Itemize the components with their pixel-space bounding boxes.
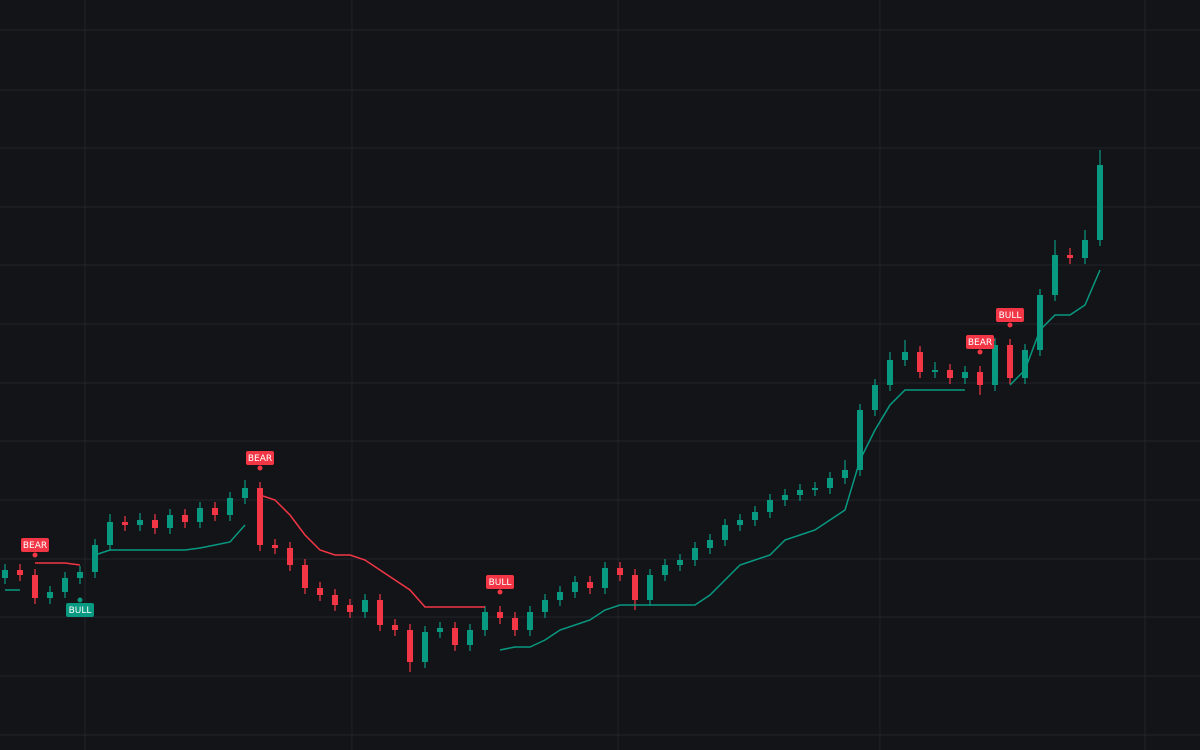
- candle-body: [571, 582, 578, 592]
- signal-label: BULL: [489, 578, 512, 588]
- candle-body: [691, 548, 698, 560]
- candle-body: [886, 360, 893, 385]
- candle-body: [631, 575, 638, 600]
- candle-body: [196, 508, 203, 522]
- candle-body: [1, 570, 8, 578]
- candle-body: [991, 345, 998, 385]
- candle-body: [16, 570, 23, 575]
- candle-body: [241, 488, 248, 498]
- candle-body: [286, 548, 293, 565]
- candle-body: [271, 545, 278, 548]
- candle-body: [1081, 240, 1088, 258]
- signal-label: BULL: [999, 311, 1022, 321]
- candle-body: [826, 478, 833, 488]
- candle-body: [136, 520, 143, 525]
- signal-badge: [245, 451, 274, 465]
- candle-body: [61, 578, 68, 592]
- signal-dot: [32, 552, 38, 558]
- signal-dot: [977, 349, 983, 355]
- candle-body: [496, 612, 503, 618]
- candle-body: [1021, 350, 1028, 378]
- signal-badge: [995, 308, 1024, 322]
- candle-body: [106, 522, 113, 545]
- candle-body: [46, 592, 53, 598]
- candle-body: [466, 630, 473, 645]
- candle-body: [856, 410, 863, 470]
- candle-body: [511, 618, 518, 630]
- signal-dot: [497, 589, 503, 595]
- candle-body: [346, 605, 353, 612]
- candle-body: [751, 512, 758, 520]
- signal-label: BEAR: [23, 541, 47, 551]
- signal-badge: [485, 575, 514, 589]
- candle-body: [706, 540, 713, 548]
- candle-body: [331, 595, 338, 605]
- candle-body: [301, 565, 308, 588]
- candle-body: [931, 370, 938, 372]
- candle-body: [916, 352, 923, 372]
- signal-dot: [1007, 322, 1013, 328]
- candle-body: [901, 352, 908, 360]
- candle-body: [946, 370, 953, 378]
- candle-body: [811, 488, 818, 490]
- candle-body: [841, 470, 848, 478]
- candle-body: [121, 522, 128, 525]
- candle-body: [721, 525, 728, 540]
- signal-label: BEAR: [968, 338, 992, 348]
- candle-body: [31, 575, 38, 598]
- candle-body: [871, 385, 878, 410]
- candle-body: [376, 600, 383, 625]
- candle-body: [91, 545, 98, 572]
- candle-body: [646, 575, 653, 600]
- signal-dot: [257, 465, 263, 471]
- signal-dot: [77, 597, 83, 603]
- candle-body: [406, 630, 413, 662]
- candle-body: [166, 515, 173, 528]
- candle-body: [451, 628, 458, 645]
- signal-badge: [965, 335, 994, 349]
- candle-body: [676, 560, 683, 565]
- candle-body: [1096, 165, 1103, 240]
- candle-body: [1066, 255, 1073, 258]
- signal-badge: [20, 538, 49, 552]
- candle-body: [181, 515, 188, 522]
- supertrend-line: [4, 269, 1101, 651]
- candle-body: [601, 568, 608, 588]
- candle-body: [736, 520, 743, 525]
- candle-body: [961, 372, 968, 378]
- candle-body: [1006, 345, 1013, 378]
- candle-body: [361, 600, 368, 612]
- candle-body: [436, 628, 443, 632]
- candle-body: [391, 625, 398, 630]
- candle-body: [1036, 295, 1043, 350]
- candle-body: [556, 592, 563, 600]
- candle-body: [316, 588, 323, 595]
- signal-label: BULL: [69, 606, 92, 616]
- candle-body: [1051, 255, 1058, 295]
- candle-body: [781, 495, 788, 500]
- candle-body: [421, 632, 428, 662]
- candle-body: [796, 490, 803, 495]
- candle-body: [616, 568, 623, 575]
- signal-badge: [65, 603, 94, 617]
- candle-body: [211, 508, 218, 515]
- candle-body: [151, 520, 158, 528]
- candle-body: [766, 500, 773, 512]
- candle-body: [586, 582, 593, 588]
- candle-body: [76, 572, 83, 578]
- signal-label: BEAR: [248, 454, 272, 464]
- candle-body: [256, 488, 263, 545]
- candle-body: [541, 600, 548, 612]
- candle-body: [526, 612, 533, 630]
- candle-body: [661, 565, 668, 575]
- candle-body: [481, 612, 488, 630]
- candle-body: [226, 498, 233, 515]
- candle-body: [976, 372, 983, 385]
